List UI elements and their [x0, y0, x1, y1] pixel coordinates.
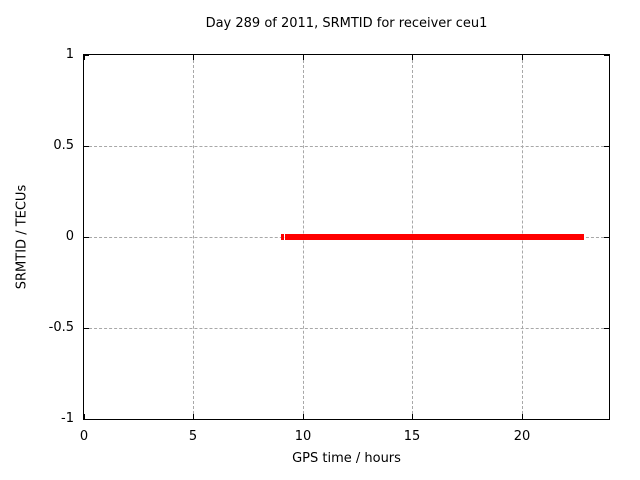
- gridline-h: [84, 146, 609, 147]
- x-tick-mark: [522, 55, 523, 60]
- y-tick-label: 0: [65, 229, 74, 244]
- x-tick-mark: [193, 55, 194, 60]
- y-tick-mark: [604, 55, 609, 56]
- y-tick-mark: [84, 237, 89, 238]
- y-tick-mark: [604, 146, 609, 147]
- y-tick-label: 0.5: [53, 138, 74, 153]
- chart-title: Day 289 of 2011, SRMTID for receiver ceu…: [205, 16, 488, 31]
- y-tick-label: 1: [65, 47, 74, 62]
- x-tick-mark: [412, 414, 413, 419]
- y-tick-mark: [604, 328, 609, 329]
- x-axis-label: GPS time / hours: [292, 451, 401, 466]
- x-tick-label: 0: [79, 429, 89, 444]
- series-line-segment: [281, 234, 284, 240]
- x-tick-label: 5: [188, 429, 198, 444]
- x-tick-mark: [303, 55, 304, 60]
- y-tick-label: -0.5: [48, 320, 74, 335]
- x-tick-mark: [522, 414, 523, 419]
- x-tick-mark: [84, 414, 85, 419]
- x-tick-mark: [193, 414, 194, 419]
- x-tick-mark: [303, 414, 304, 419]
- plot-area: [84, 55, 609, 420]
- y-tick-mark: [84, 328, 89, 329]
- x-tick-label: 20: [513, 429, 531, 444]
- y-tick-mark: [604, 419, 609, 420]
- x-tick-mark: [412, 55, 413, 60]
- y-tick-mark: [84, 55, 89, 56]
- y-tick-label: -1: [61, 411, 74, 426]
- x-tick-mark: [84, 55, 85, 60]
- y-tick-mark: [84, 146, 89, 147]
- series-line-segment: [285, 234, 584, 240]
- y-tick-mark: [604, 237, 609, 238]
- x-tick-label: 15: [403, 429, 421, 444]
- x-tick-label: 10: [294, 429, 312, 444]
- y-tick-mark: [84, 419, 89, 420]
- gridline-h: [84, 328, 609, 329]
- plot-border: [83, 54, 610, 420]
